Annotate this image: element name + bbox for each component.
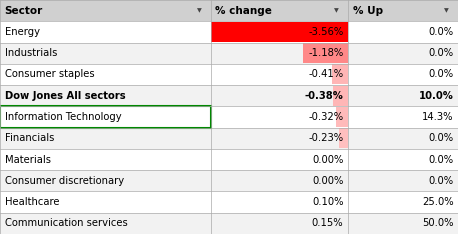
Text: -0.38%: -0.38% [305, 91, 344, 101]
Bar [0, 213, 458, 234]
Bar [303, 43, 348, 63]
Bar [0, 85, 458, 106]
Text: ▼: ▼ [197, 8, 202, 13]
Text: 0.15%: 0.15% [312, 218, 344, 228]
Text: 0.0%: 0.0% [428, 48, 453, 58]
Text: Consumer staples: Consumer staples [5, 69, 94, 80]
Text: 0.0%: 0.0% [428, 176, 453, 186]
Text: % change: % change [215, 6, 272, 16]
Bar [0, 64, 458, 85]
Text: Consumer discretionary: Consumer discretionary [5, 176, 124, 186]
Text: 0.0%: 0.0% [428, 133, 453, 143]
Bar [0, 106, 458, 128]
Bar [339, 128, 348, 148]
Text: 0.00%: 0.00% [312, 176, 344, 186]
Bar [211, 22, 348, 42]
Bar [333, 86, 348, 106]
Bar [0, 21, 458, 43]
Text: -1.18%: -1.18% [308, 48, 344, 58]
Text: Financials: Financials [5, 133, 54, 143]
Text: -0.41%: -0.41% [308, 69, 344, 80]
Text: 0.10%: 0.10% [312, 197, 344, 207]
Text: 0.0%: 0.0% [428, 154, 453, 165]
Text: 25.0%: 25.0% [422, 197, 453, 207]
Text: ▼: ▼ [334, 8, 339, 13]
Text: 0.0%: 0.0% [428, 69, 453, 80]
Bar [336, 107, 348, 127]
Text: Information Technology: Information Technology [5, 112, 121, 122]
Text: Energy: Energy [5, 27, 39, 37]
Bar [0, 149, 458, 170]
Bar [0, 128, 458, 149]
Bar [332, 64, 348, 84]
Text: Materials: Materials [5, 154, 50, 165]
Bar [0, 43, 458, 64]
Text: % Up: % Up [353, 6, 383, 16]
Bar [0, 106, 211, 128]
Text: Dow Jones All sectors: Dow Jones All sectors [5, 91, 125, 101]
Text: -3.56%: -3.56% [308, 27, 344, 37]
Bar [0, 0, 458, 21]
Text: Industrials: Industrials [5, 48, 57, 58]
Text: -0.23%: -0.23% [308, 133, 344, 143]
Text: 10.0%: 10.0% [419, 91, 453, 101]
Text: Healthcare: Healthcare [5, 197, 59, 207]
Text: 0.00%: 0.00% [312, 154, 344, 165]
Bar [0, 191, 458, 213]
Text: Sector: Sector [5, 6, 43, 16]
Text: ▼: ▼ [444, 8, 449, 13]
Bar [0, 170, 458, 191]
Text: 50.0%: 50.0% [422, 218, 453, 228]
Text: 14.3%: 14.3% [422, 112, 453, 122]
Text: -0.32%: -0.32% [308, 112, 344, 122]
Text: Communication services: Communication services [5, 218, 127, 228]
Text: 0.0%: 0.0% [428, 27, 453, 37]
